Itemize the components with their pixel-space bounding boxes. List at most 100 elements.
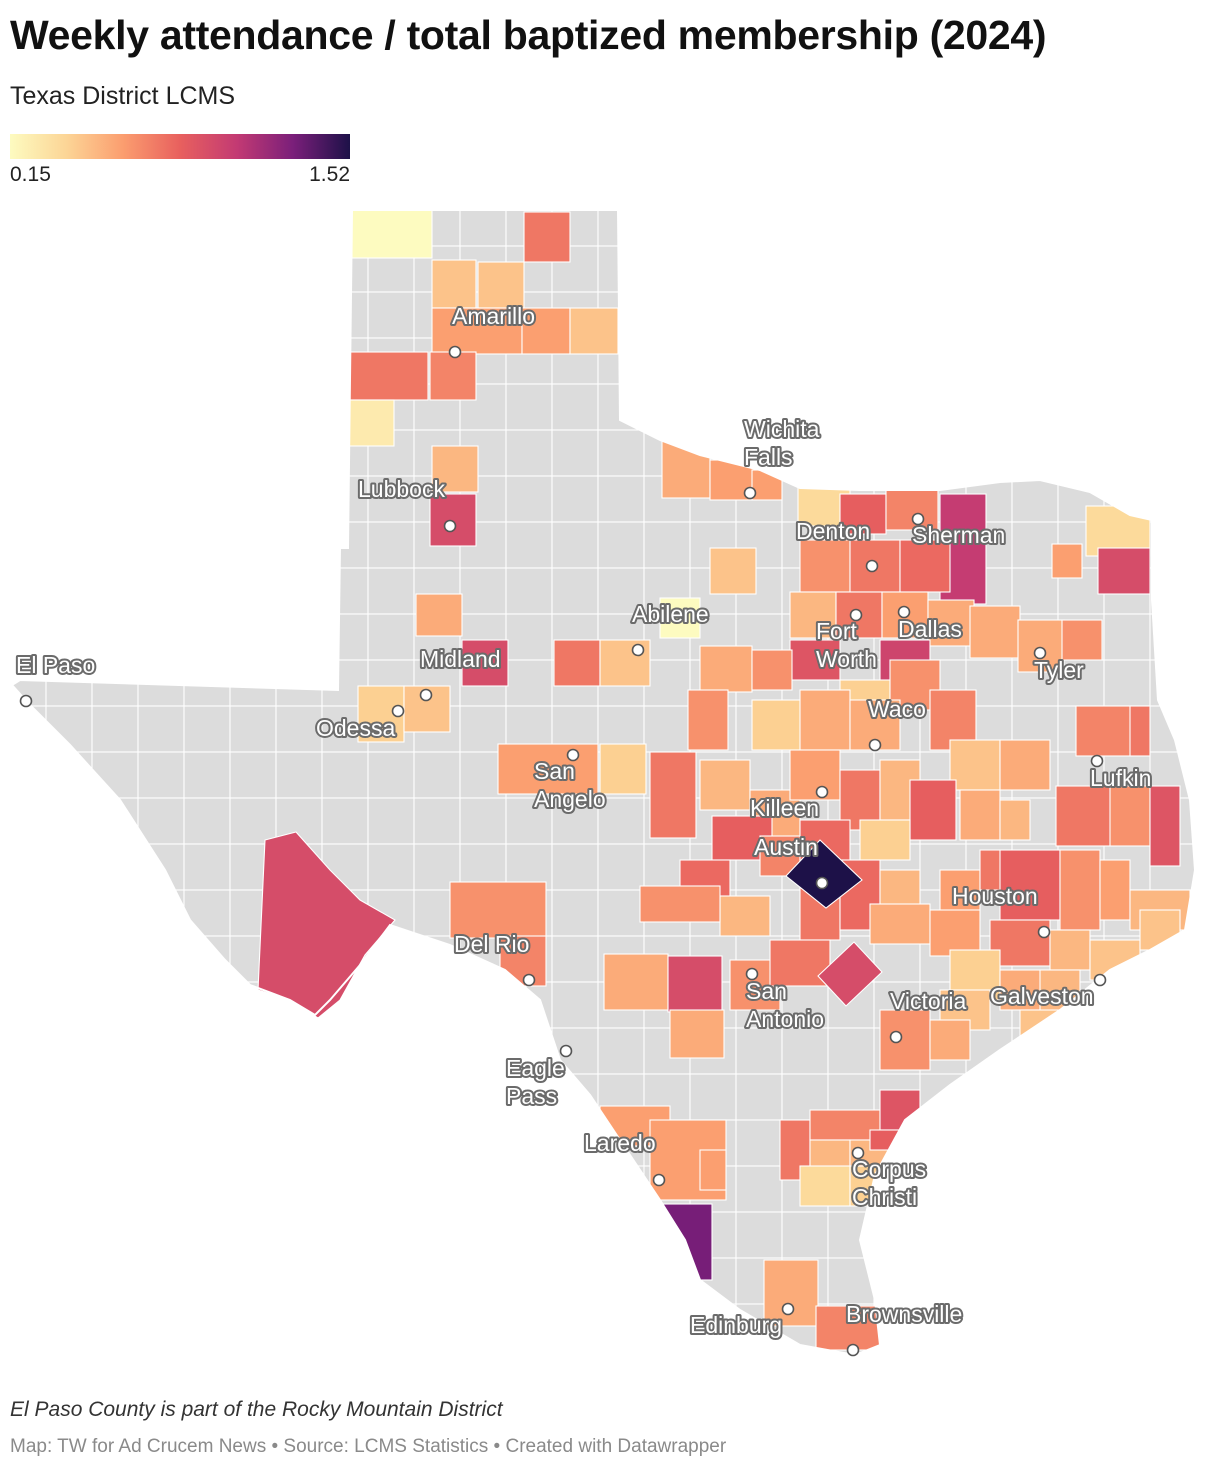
county-no-data[interactable] [689,245,737,293]
county-shaded[interactable] [799,539,851,593]
county-no-data[interactable] [45,429,93,477]
county-no-data[interactable] [597,797,645,845]
county-no-data[interactable] [873,1349,921,1390]
county-no-data[interactable] [275,429,323,477]
county-shaded[interactable] [1109,785,1151,847]
county-no-data[interactable] [45,1073,93,1121]
county-no-data[interactable] [367,1211,415,1259]
county-no-data[interactable] [873,383,921,431]
county-no-data[interactable] [827,1211,875,1259]
county-no-data[interactable] [413,1211,461,1259]
county-no-data[interactable] [1196,246,1220,292]
county-no-data[interactable] [551,889,599,937]
county-no-data[interactable] [1103,659,1151,707]
county-no-data[interactable] [91,935,139,983]
county-no-data[interactable] [0,1303,47,1351]
county-no-data[interactable] [965,429,1013,477]
county-shaded[interactable] [999,799,1031,841]
county-no-data[interactable] [45,843,93,891]
county-shaded[interactable] [497,743,599,795]
county-no-data[interactable] [0,245,47,293]
county-no-data[interactable] [459,981,507,1029]
county-no-data[interactable] [965,383,1013,431]
county-no-data[interactable] [137,245,185,293]
county-shaded[interactable] [1051,543,1083,579]
county-shaded[interactable] [699,1149,727,1191]
county-no-data[interactable] [1196,1212,1220,1258]
county-no-data[interactable] [0,1073,47,1121]
county-no-data[interactable] [183,521,231,569]
county-no-data[interactable] [91,567,139,615]
county-no-data[interactable] [781,1211,829,1259]
county-no-data[interactable] [505,981,553,1029]
county-no-data[interactable] [551,1303,599,1351]
county-no-data[interactable] [275,659,323,707]
county-no-data[interactable] [1196,660,1220,706]
county-no-data[interactable] [0,1027,47,1075]
county-no-data[interactable] [597,889,645,937]
county-no-data[interactable] [643,383,691,431]
county-no-data[interactable] [551,429,599,477]
county-no-data[interactable] [735,337,783,385]
county-no-data[interactable] [183,1303,231,1351]
county-no-data[interactable] [0,1119,47,1167]
county-shaded[interactable] [699,645,753,693]
county-shaded[interactable] [431,259,477,309]
county-no-data[interactable] [1149,200,1196,247]
county-no-data[interactable] [597,1257,645,1305]
county-shaded[interactable] [649,751,697,839]
county-no-data[interactable] [505,659,553,707]
county-no-data[interactable] [275,613,323,661]
county-shaded[interactable] [429,351,477,401]
county-no-data[interactable] [229,659,277,707]
county-no-data[interactable] [321,1027,369,1075]
county-no-data[interactable] [183,751,231,799]
county-no-data[interactable] [367,475,415,523]
county-no-data[interactable] [45,567,93,615]
county-no-data[interactable] [781,337,829,385]
county-shaded[interactable] [879,1089,921,1131]
county-shaded[interactable] [429,493,477,547]
county-no-data[interactable] [275,383,323,431]
county-no-data[interactable] [1103,337,1151,385]
county-no-data[interactable] [137,751,185,799]
county-no-data[interactable] [183,337,231,385]
county-no-data[interactable] [965,1165,1013,1213]
county-no-data[interactable] [321,1257,369,1305]
county-no-data[interactable] [1011,337,1059,385]
city-marker[interactable]: Laredo [582,1128,666,1187]
county-no-data[interactable] [1149,429,1196,477]
county-no-data[interactable] [229,429,277,477]
county-shaded[interactable] [461,639,509,687]
county-no-data[interactable] [91,843,139,891]
county-no-data[interactable] [1196,752,1220,798]
county-no-data[interactable] [275,200,323,247]
county-shaded[interactable] [799,1165,851,1207]
county-no-data[interactable] [367,751,415,799]
county-no-data[interactable] [229,567,277,615]
county-no-data[interactable] [1057,1303,1105,1351]
county-shaded[interactable] [929,1019,971,1061]
county-shaded[interactable] [347,351,429,401]
county-no-data[interactable] [1196,798,1220,844]
county-no-data[interactable] [1011,1211,1059,1259]
county-no-data[interactable] [1011,1349,1059,1390]
county-no-data[interactable] [229,1257,277,1305]
county-no-data[interactable] [827,245,875,293]
county-no-data[interactable] [551,383,599,431]
county-no-data[interactable] [275,1119,323,1167]
county-no-data[interactable] [1057,1165,1105,1213]
county-no-data[interactable] [735,1073,783,1121]
county-no-data[interactable] [735,1211,783,1259]
county-no-data[interactable] [0,751,47,799]
county-no-data[interactable] [0,1257,47,1305]
county-shaded[interactable] [661,437,711,499]
county-no-data[interactable] [229,613,277,661]
county-no-data[interactable] [965,1303,1013,1351]
county-no-data[interactable] [459,797,507,845]
county-no-data[interactable] [1057,429,1105,477]
